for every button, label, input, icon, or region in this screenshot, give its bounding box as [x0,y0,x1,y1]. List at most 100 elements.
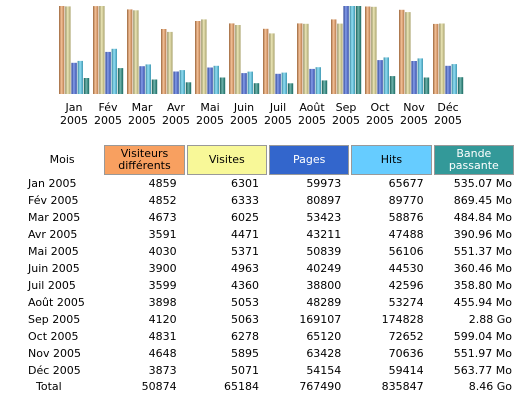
bar-pages-1 [105,51,111,94]
table-cell: 5063 [230,313,259,326]
tick-label-month: Avr [167,101,185,114]
bar-hits-6 [281,72,287,94]
bar-pages-9 [377,60,383,94]
table-cell: 4831 [148,330,177,343]
bar-visitors-10 [399,9,405,94]
table-cell: Juin 2005 [28,262,80,275]
header-hits: Hits [351,145,432,175]
header-unique-visitors: Visiteurs différents [104,145,185,175]
bar-visitors-1 [93,6,99,95]
bar-visits-2 [133,10,139,94]
table-cell: 5071 [230,364,259,377]
bar-hits-0 [77,60,83,94]
table-cell: 5371 [230,245,259,258]
table-cell: 4471 [230,228,259,241]
table-cell: 40249 [306,262,342,275]
bar-bandwidth-5 [253,83,260,94]
bar-hits-7 [315,67,321,94]
bar-bandwidth-11 [457,77,464,94]
table-cell: 3591 [148,228,177,241]
bar-bandwidth-1 [117,68,124,94]
header-pages: Pages [268,145,350,175]
header-visits: Visites [186,145,267,175]
table-row: Avr 2005 3591 4471 43211 47488 390.96 Mo [22,226,514,243]
table-cell: Oct 2005 [28,330,79,343]
bar-pages-4 [207,67,213,94]
bar-visits-7 [303,23,309,94]
tick-label-year: 2005 [298,114,326,127]
total-label: Total [36,380,62,393]
bar-visitors-4 [195,21,201,94]
bar-visitors-2 [127,9,133,94]
tick-label-year: 2005 [128,114,156,127]
bar-hits-1 [111,48,117,94]
table-body: Jan 2005 4859 6301 59973 65677 535.07 Mo Fév 2… [22,175,514,379]
table-cell: 59414 [388,364,424,377]
table-cell: 3873 [148,364,177,377]
table-cell: 360.46 Mo [453,262,512,275]
table-cell: 5053 [230,296,259,309]
table-cell: 4648 [148,347,177,360]
bar-visits-1 [99,6,105,94]
bar-bandwidth-8 [355,6,362,94]
tick-label-year: 2005 [162,114,190,127]
bar-visits-5 [235,25,241,94]
table-cell: 4030 [148,245,177,258]
month-labels: Jan2005Fév2005Mar2005Avr2005Mai2005Juin2… [60,101,462,127]
tick-label-month: Juin [233,101,254,114]
bars-group [59,6,464,95]
bar-visits-11 [439,23,445,94]
tick-label-month: Nov [403,101,425,114]
tick-label-year: 2005 [60,114,88,127]
table-cell: Jan 2005 [28,177,77,190]
tick-label-month: Sep [336,101,357,114]
bar-visitors-11 [433,23,439,94]
table-row: Mai 2005 4030 5371 50839 56106 551.37 Mo [22,243,514,260]
table-cell: Août 2005 [28,296,85,309]
table-cell: 6333 [230,194,259,207]
tick-label-month: Jan [65,101,83,114]
tick-label-year: 2005 [196,114,224,127]
total-unique-visitors: 50874 [141,380,177,393]
monthly-bar-chart: Jan2005Fév2005Mar2005Avr2005Mai2005Juin2… [59,6,464,127]
table-row: Août 2005 3898 5053 48289 53274 455.94 Mo [22,294,514,311]
table-row: Juin 2005 3900 4963 40249 44530 360.46 Mo [22,260,514,277]
bar-hits-11 [451,64,457,94]
tick-label-year: 2005 [94,114,122,127]
bar-hits-4 [213,65,219,94]
table-cell: 50839 [306,245,342,258]
table-header-row: Mois Visiteurs différents Visites Pages … [22,145,514,175]
table-cell: Fév 2005 [28,194,79,207]
table-cell: Sep 2005 [28,313,81,326]
table-row: Sep 2005 4120 5063 169107 174828 2.88 Go [22,311,514,328]
bar-visits-6 [269,33,275,94]
table-cell: 3599 [148,279,177,292]
bar-visitors-8 [331,19,337,94]
table-cell: 551.97 Mo [453,347,512,360]
bar-pages-11 [445,65,451,94]
table-cell: 4963 [230,262,259,275]
table-cell: 869.45 Mo [453,194,512,207]
bar-visits-0 [65,6,71,94]
bar-hits-2 [145,64,151,94]
table-cell: 2.88 Go [468,313,512,326]
table-cell: 53423 [306,211,342,224]
table-cell: 4360 [230,279,259,292]
tick-label-year: 2005 [366,114,394,127]
table-cell: 89770 [388,194,424,207]
tick-label-year: 2005 [400,114,428,127]
table-row: Juil 2005 3599 4360 38800 42596 358.80 Mo [22,277,514,294]
table-cell: 6301 [230,177,259,190]
bar-pages-10 [411,61,417,94]
table-row: Fév 2005 4852 6333 80897 89770 869.45 Mo [22,192,514,209]
table-cell: 4852 [148,194,177,207]
table-row: Nov 2005 4648 5895 63428 70636 551.97 Mo [22,345,514,362]
table-cell: 43211 [306,228,342,241]
bar-hits-3 [179,70,185,94]
table-cell: 63428 [306,347,342,360]
bar-bandwidth-4 [219,77,226,94]
table-cell: 48289 [306,296,342,309]
bar-visitors-9 [365,6,371,94]
bar-visitors-3 [161,29,167,94]
tick-label-year: 2005 [332,114,360,127]
